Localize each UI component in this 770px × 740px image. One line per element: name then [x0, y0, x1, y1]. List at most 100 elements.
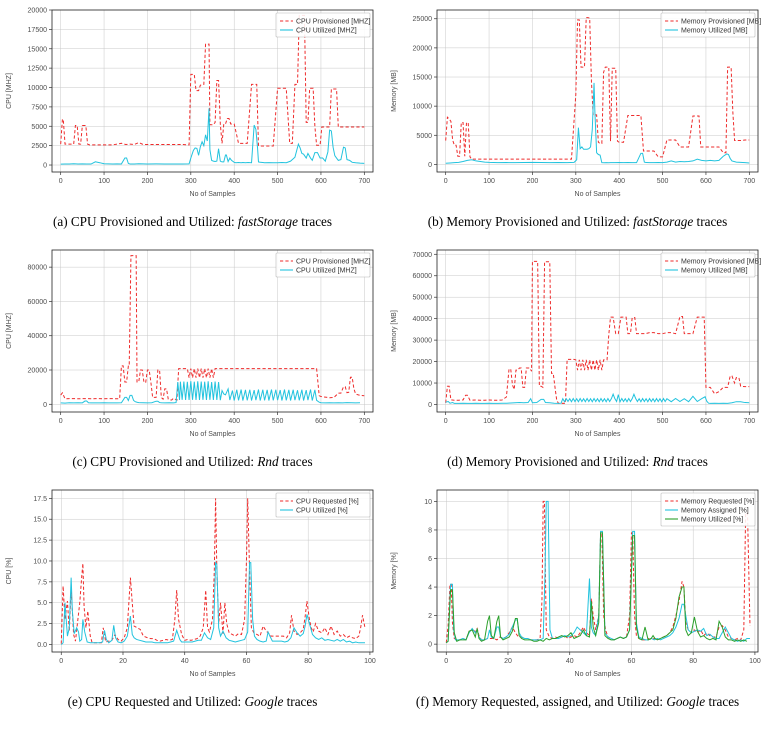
- svg-text:CPU Utilized [MHZ]: CPU Utilized [MHZ]: [296, 267, 357, 274]
- caption-b: (b) Memory Provisioned and Utilized: fas…: [385, 214, 770, 230]
- svg-text:7500: 7500: [31, 104, 47, 111]
- svg-text:30000: 30000: [413, 338, 433, 345]
- caption-f-prefix: (f) Memory Requested, assigned, and Util…: [415, 694, 664, 709]
- svg-text:0: 0: [428, 642, 432, 649]
- svg-text:400: 400: [228, 418, 240, 425]
- svg-text:100: 100: [483, 418, 495, 425]
- caption-e-suffix: traces: [286, 694, 318, 709]
- svg-text:No of Samples: No of Samples: [575, 431, 621, 438]
- svg-text:15000: 15000: [413, 75, 433, 82]
- svg-text:0: 0: [444, 178, 448, 185]
- svg-text:20000: 20000: [413, 45, 433, 52]
- plot-b: 0 5000 10000 15000 20000 25000 0 100 200 300 400 50…: [385, 0, 770, 212]
- svg-text:Memory Provisioned [MB]: Memory Provisioned [MB]: [681, 258, 761, 265]
- svg-text:25000: 25000: [413, 16, 433, 23]
- caption-c-suffix: traces: [281, 454, 313, 469]
- svg-text:10: 10: [424, 499, 432, 506]
- caption-a-prefix: (a) CPU Provisioned and Utilized:: [52, 214, 235, 229]
- svg-text:6: 6: [428, 556, 432, 563]
- svg-text:80: 80: [304, 658, 312, 665]
- svg-text:2.5: 2.5: [37, 621, 47, 628]
- svg-text:2: 2: [428, 613, 432, 620]
- svg-text:40: 40: [566, 658, 574, 665]
- svg-text:0.0: 0.0: [37, 642, 47, 649]
- svg-text:300: 300: [185, 178, 197, 185]
- svg-text:100: 100: [364, 658, 376, 665]
- svg-text:600: 600: [700, 418, 712, 425]
- svg-text:400: 400: [228, 178, 240, 185]
- subplot-e: 0.0 2.5 5.0 7.5 10.0 12.5 15.0 17.5 0 20 40 60 80 100…: [0, 480, 385, 740]
- caption-d: (d) Memory Provisioned and Utilized: Rnd…: [385, 454, 770, 470]
- svg-text:5.0: 5.0: [37, 600, 47, 607]
- svg-text:300: 300: [570, 418, 582, 425]
- subplot-d: 0 10000 20000 30000 40000 50000 60000 70000 0 100…: [385, 240, 770, 480]
- svg-text:CPU Requested [%]: CPU Requested [%]: [296, 498, 359, 505]
- svg-text:No of Samples: No of Samples: [575, 191, 621, 198]
- caption-e: (e) CPU Requested and Utilized: Google t…: [0, 694, 385, 710]
- caption-b-italic: fastStorage: [633, 214, 694, 229]
- svg-text:0: 0: [59, 178, 63, 185]
- svg-text:600: 600: [700, 178, 712, 185]
- svg-text:5000: 5000: [416, 133, 432, 140]
- svg-text:0: 0: [59, 658, 63, 665]
- svg-text:0: 0: [428, 402, 432, 409]
- svg-text:17.5: 17.5: [33, 496, 47, 503]
- chart-d: 0 10000 20000 30000 40000 50000 60000 70000 0 100…: [391, 249, 761, 438]
- svg-text:Memory Utilized [MB]: Memory Utilized [MB]: [681, 267, 748, 274]
- svg-text:40: 40: [181, 658, 189, 665]
- caption-c-prefix: (c) CPU Provisioned and Utilized:: [72, 454, 255, 469]
- caption-f-suffix: traces: [708, 694, 740, 709]
- svg-text:700: 700: [743, 178, 755, 185]
- caption-a-suffix: traces: [301, 214, 333, 229]
- subplot-c: 0 20000 40000 60000 80000 0 100 200 300 400 500 600…: [0, 240, 385, 480]
- svg-text:10000: 10000: [413, 104, 433, 111]
- svg-text:500: 500: [657, 178, 669, 185]
- chart-a: 0 2500 5000 7500 10000 12500 15000 17500 20000 0 1…: [6, 8, 374, 198]
- svg-text:20000: 20000: [28, 368, 48, 375]
- svg-text:No of Samples: No of Samples: [575, 671, 621, 678]
- svg-text:80: 80: [689, 658, 697, 665]
- svg-text:CPU [MHZ]: CPU [MHZ]: [6, 313, 13, 349]
- svg-text:70000: 70000: [413, 252, 433, 259]
- svg-text:4: 4: [428, 585, 432, 592]
- svg-text:CPU [%]: CPU [%]: [6, 558, 13, 585]
- svg-text:8: 8: [428, 527, 432, 534]
- svg-text:No of Samples: No of Samples: [190, 431, 236, 438]
- svg-text:17500: 17500: [28, 27, 48, 34]
- svg-text:400: 400: [613, 418, 625, 425]
- svg-text:40000: 40000: [413, 316, 433, 323]
- svg-text:100: 100: [749, 658, 761, 665]
- chart-c: 0 20000 40000 60000 80000 0 100 200 300 400 500 600…: [6, 249, 374, 438]
- svg-text:500: 500: [272, 418, 284, 425]
- svg-text:CPU Utilized [MHZ]: CPU Utilized [MHZ]: [296, 27, 357, 34]
- svg-text:20000: 20000: [413, 359, 433, 366]
- svg-text:300: 300: [570, 178, 582, 185]
- svg-text:300: 300: [185, 418, 197, 425]
- svg-text:0: 0: [43, 163, 47, 170]
- svg-text:200: 200: [527, 178, 539, 185]
- svg-text:100: 100: [98, 418, 110, 425]
- svg-text:200: 200: [142, 178, 154, 185]
- svg-text:0: 0: [59, 418, 63, 425]
- svg-text:100: 100: [483, 178, 495, 185]
- subplot-b: 0 5000 10000 15000 20000 25000 0 100 200 300 400 50…: [385, 0, 770, 240]
- caption-e-prefix: (e) CPU Requested and Utilized:: [67, 694, 242, 709]
- svg-text:60: 60: [628, 658, 636, 665]
- caption-d-suffix: traces: [677, 454, 708, 469]
- plot-e: 0.0 2.5 5.0 7.5 10.0 12.5 15.0 17.5 0 20 40 60 80 100…: [0, 480, 385, 692]
- svg-text:12500: 12500: [28, 66, 48, 73]
- svg-text:200: 200: [527, 418, 539, 425]
- svg-text:No of Samples: No of Samples: [190, 191, 236, 198]
- svg-text:600: 600: [315, 418, 327, 425]
- svg-text:Memory Assigned [%]: Memory Assigned [%]: [681, 507, 749, 514]
- svg-text:5000: 5000: [31, 124, 47, 131]
- svg-text:Memory [%]: Memory [%]: [391, 552, 398, 589]
- caption-c: (c) CPU Provisioned and Utilized: Rnd tr…: [0, 454, 385, 470]
- svg-text:40000: 40000: [28, 333, 48, 340]
- plot-d: 0 10000 20000 30000 40000 50000 60000 70000 0 100…: [385, 240, 770, 452]
- svg-text:10000: 10000: [28, 85, 48, 92]
- svg-text:12.5: 12.5: [33, 538, 47, 545]
- svg-text:Memory [MB]: Memory [MB]: [391, 70, 398, 112]
